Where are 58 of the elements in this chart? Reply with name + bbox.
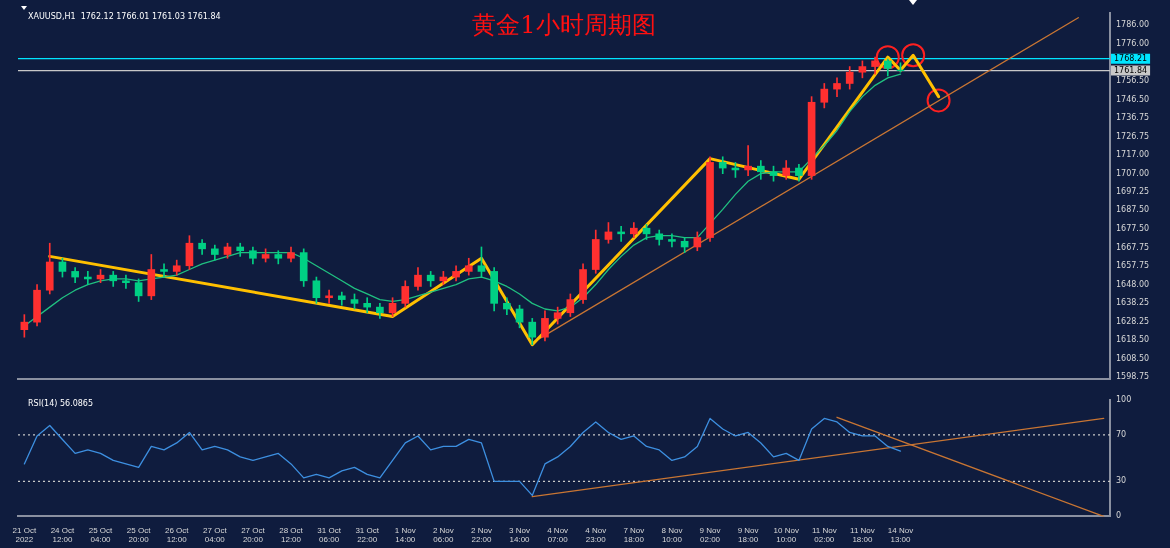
y-tick-label: 1608.50 — [1116, 353, 1150, 363]
x-tick-label: 10 Nov 10:00 — [773, 526, 799, 544]
x-tick-label: 2 Nov 22:00 — [471, 526, 493, 544]
chart-title: 黄金1小时周期图 — [472, 11, 656, 40]
y-tick-label: 1726.75 — [1116, 131, 1150, 141]
y-tick-label: 1628.25 — [1116, 316, 1150, 326]
x-tick-label: 26 Oct 12:00 — [164, 526, 190, 544]
candlestick — [668, 233, 676, 248]
point — [926, 88, 951, 113]
y-tick-label: 1648.00 — [1116, 279, 1150, 289]
ref-line-label: 1761.84 — [1114, 65, 1148, 75]
y-tick-label: 1707.00 — [1116, 168, 1150, 178]
x-tick-label: 24 Oct 12:00 — [50, 526, 75, 544]
x-tick-label: 25 Oct 20:00 — [126, 526, 152, 544]
y-tick-label: 1638.25 — [1116, 297, 1150, 307]
x-tick-label: 11 Nov 02:00 — [811, 526, 837, 544]
y-tick-label: 0 — [1116, 511, 1122, 521]
y-tick-label: 1687.50 — [1116, 205, 1150, 215]
x-tick-label: 31 Oct 06:00 — [317, 526, 342, 544]
y-tick-label: 1598.75 — [1116, 372, 1150, 382]
x-tick-label: 8 Nov 10:00 — [661, 526, 683, 544]
point — [875, 45, 900, 70]
x-tick-label: 7 Nov 18:00 — [623, 526, 645, 544]
x-tick-label: 9 Nov 18:00 — [737, 526, 759, 544]
y-tick-label: 1736.75 — [1116, 112, 1150, 122]
chart-subtitle: XAUUSD,H1 1762.12 1766.01 1761.03 1761.84 — [28, 12, 221, 22]
chart-subtitle: RSI(14) 56.0865 — [28, 398, 94, 408]
x-tick-label: 4 Nov 07:00 — [547, 526, 569, 544]
x-tick-label: 21 Oct 2022 — [12, 526, 37, 544]
x-tick-label: 9 Nov 02:00 — [699, 526, 721, 544]
x-tick-label: 31 Oct 22:00 — [355, 526, 380, 544]
y-tick-label: 1677.50 — [1116, 224, 1150, 234]
candlestick — [122, 274, 130, 289]
y-tick-label: 1717.00 — [1116, 149, 1150, 159]
x-tick-label: 1 Nov 14:00 — [394, 526, 416, 544]
x-tick-label: 4 Nov 23:00 — [585, 526, 607, 544]
x-tick-label: 14 Nov 13:00 — [887, 526, 914, 544]
y-tick-label: 1657.75 — [1116, 261, 1150, 271]
y-tick-label: 30 — [1116, 476, 1127, 486]
x-tick-label: 11 Nov 18:00 — [850, 526, 875, 544]
y-tick-label: 100 — [1116, 394, 1132, 404]
y-tick-label: 1786.00 — [1116, 20, 1150, 30]
x-tick-label: 2 Nov 06:00 — [432, 526, 454, 544]
x-tick-label: 27 Oct 20:00 — [241, 526, 266, 544]
x-tick-label: 27 Oct 04:00 — [203, 526, 228, 544]
ref-line-label: 1768.21 — [1114, 53, 1148, 63]
point — [901, 43, 926, 68]
y-tick-label: 1756.50 — [1116, 75, 1150, 85]
y-tick-label: 1667.75 — [1116, 242, 1150, 252]
y-tick-label: 1776.00 — [1116, 39, 1150, 49]
y-tick-label: 1697.25 — [1116, 187, 1150, 197]
y-tick-label: 70 — [1116, 429, 1127, 439]
y-tick-label: 1746.50 — [1116, 94, 1150, 104]
candlestick — [160, 263, 168, 278]
y-tick-label: 1618.50 — [1116, 335, 1150, 345]
x-tick-label: 3 Nov 14:00 — [509, 526, 531, 544]
x-tick-label: 25 Oct 04:00 — [88, 526, 114, 544]
x-tick-label: 28 Oct 12:00 — [279, 526, 304, 544]
